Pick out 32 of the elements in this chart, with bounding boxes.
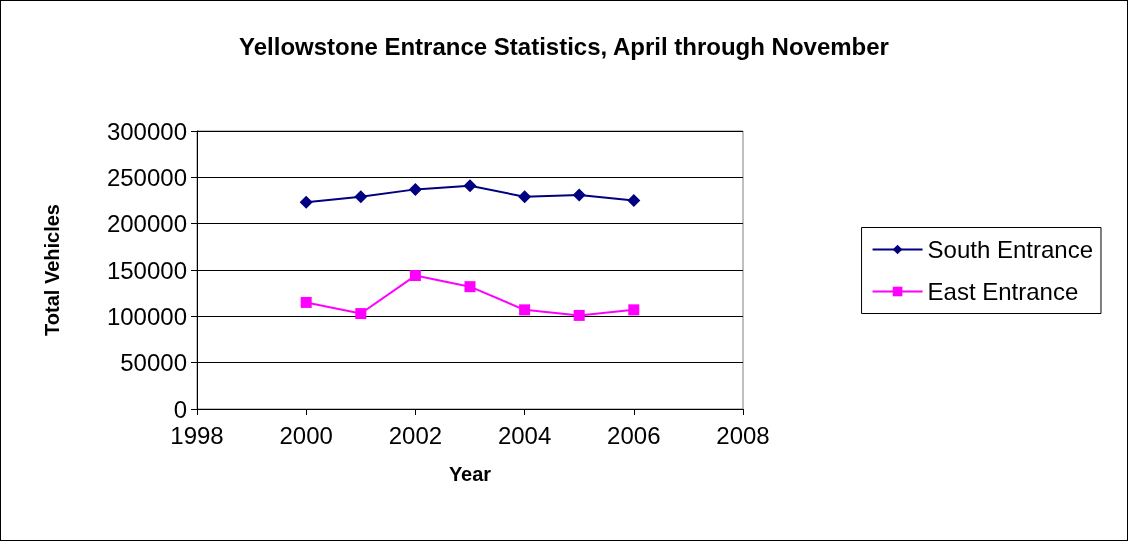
y-axis-title: Total Vehicles xyxy=(41,204,63,336)
point xyxy=(464,281,476,293)
point xyxy=(354,190,368,204)
y-tick-label: 0 xyxy=(173,395,187,423)
point xyxy=(300,296,312,308)
point xyxy=(299,195,313,209)
chart-title: Yellowstone Entrance Statistics, April through November xyxy=(239,32,889,60)
point xyxy=(572,188,586,202)
legend-label: South Entrance xyxy=(927,236,1094,263)
y-tick-label: 150000 xyxy=(106,256,187,284)
point xyxy=(518,190,532,204)
point xyxy=(627,194,641,207)
x-tick-label: 1998 xyxy=(170,421,224,449)
point xyxy=(463,179,477,193)
point xyxy=(355,308,367,320)
y-tick-label: 250000 xyxy=(106,163,187,191)
y-tick-label: 100000 xyxy=(106,302,187,330)
x-axis-title: Year xyxy=(448,463,492,485)
point xyxy=(573,309,585,321)
point xyxy=(628,304,640,316)
legend-label: East Entrance xyxy=(927,278,1079,305)
x-tick-label: 2006 xyxy=(607,421,661,449)
y-tick-label: 200000 xyxy=(106,210,187,238)
point xyxy=(519,304,531,316)
x-tick-label: 2008 xyxy=(716,421,770,449)
y-tick-label: 50000 xyxy=(120,349,187,377)
x-tick-label: 2004 xyxy=(497,421,552,449)
point xyxy=(409,270,421,282)
y-tick-label: 300000 xyxy=(106,117,187,145)
x-tick-label: 2002 xyxy=(388,421,443,449)
point xyxy=(408,182,422,196)
x-tick-label: 2000 xyxy=(279,421,333,449)
